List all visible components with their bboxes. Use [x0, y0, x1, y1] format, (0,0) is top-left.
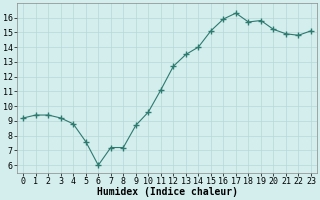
X-axis label: Humidex (Indice chaleur): Humidex (Indice chaleur) — [97, 187, 237, 197]
